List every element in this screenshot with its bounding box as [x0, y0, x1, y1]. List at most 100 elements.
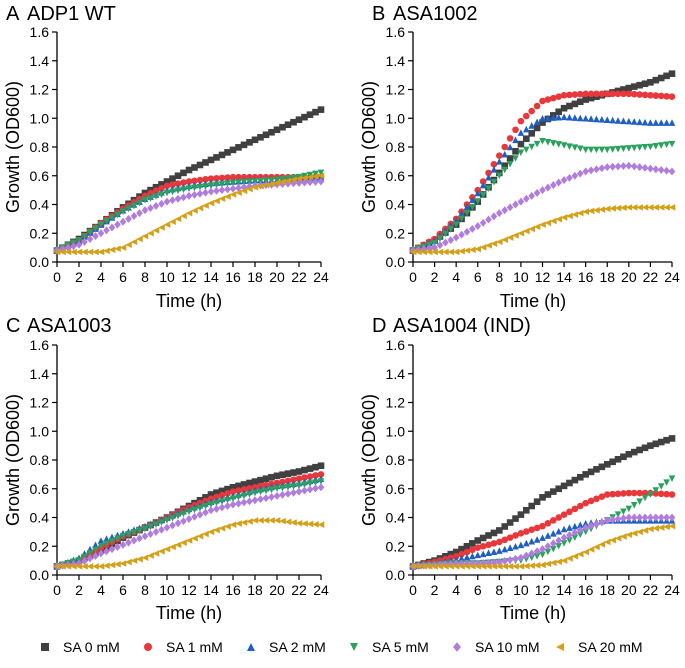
panel-d-point [598, 463, 606, 471]
panel-d-point [625, 513, 633, 522]
panel-b-point [657, 74, 665, 82]
panel-b-point [587, 94, 595, 102]
legend-marker-sa-1-mm [144, 643, 152, 651]
panel-d-point [647, 513, 654, 522]
panel-d-point [533, 553, 541, 560]
panel-a-point [75, 248, 83, 256]
panel-c-point [202, 508, 209, 517]
panel-b-point [647, 79, 654, 86]
panel-d-point [636, 528, 643, 536]
panel-b-x-tick-label: 12 [535, 269, 551, 285]
panel-c-point [251, 517, 259, 524]
panel-b-point [614, 162, 622, 171]
panel-d-point [668, 513, 676, 522]
panel-d-point [657, 524, 665, 531]
panel-a-point [152, 183, 160, 191]
panel-b-point [620, 86, 627, 93]
panel-d-point [517, 541, 525, 549]
panel-b-point [420, 248, 428, 256]
panel-a-point [152, 187, 160, 195]
panel-d-y-tick-label: 1.4 [386, 366, 406, 382]
panel-a-point [191, 177, 198, 185]
panel-b-point [663, 93, 670, 100]
panel-d-point [636, 489, 643, 497]
panel-d-point [490, 529, 498, 537]
panel-b-point [425, 244, 433, 253]
panel-b-point [452, 221, 460, 228]
panel-d-point [571, 553, 579, 560]
panel-c-point [81, 563, 88, 570]
panel-b-point [560, 142, 568, 149]
panel-b-point [517, 117, 525, 125]
panel-d-point [593, 520, 600, 528]
panel-d-point [603, 461, 611, 468]
panel-a-point [75, 237, 83, 244]
panel-c-point [246, 497, 253, 506]
panel-b-point [490, 165, 498, 173]
panel-a-point [279, 180, 286, 188]
panel-b-point [582, 114, 589, 122]
legend-item-sa-1-mm: SA 1 mM [144, 639, 223, 655]
panel-b-point [647, 143, 654, 151]
panel-c-point [290, 483, 297, 490]
panel-b-y-label: Growth (OD600) [359, 81, 379, 213]
panel-b-point [447, 236, 455, 245]
panel-c-point [312, 521, 319, 528]
panel-d-point [657, 438, 665, 446]
panel-b-point [636, 91, 643, 98]
panel-c-point [301, 486, 308, 495]
panel-b-x-tick-label: 20 [621, 269, 637, 285]
panel-a-point [163, 197, 171, 206]
panel-c-x-tick-label: 24 [313, 582, 329, 598]
panel-d-point [555, 558, 562, 566]
panel-c-point [317, 483, 325, 492]
panel-c-point [174, 519, 182, 528]
panel-c-point [218, 524, 226, 532]
panel-d-point [517, 511, 525, 518]
panel-b-point [636, 81, 643, 89]
panel-b-point [544, 183, 552, 192]
panel-a-point [163, 178, 171, 185]
panel-c-point [119, 532, 127, 540]
panel-d-x-tick-label: 6 [474, 582, 482, 598]
panel-d-point [479, 534, 487, 542]
panel-b-point [539, 186, 546, 195]
panel-b-point [539, 119, 546, 126]
panel-b-point [625, 90, 633, 98]
panel-c-point [191, 535, 198, 542]
panel-b-point [452, 233, 460, 242]
panel-d-title: ASA1004 (IND) [393, 315, 531, 337]
panel-a-y-label: Growth (OD600) [3, 81, 23, 213]
panel-b-y-tick-label: 0.0 [386, 254, 406, 270]
panel-a-point [174, 215, 182, 223]
panel-b-point [512, 155, 519, 162]
panel-b-point [668, 140, 676, 148]
panel-b-point [549, 94, 557, 102]
panel-a-point [290, 179, 297, 188]
panel-c-point [108, 545, 116, 554]
panel-a-x-tick-label: 8 [141, 269, 149, 285]
panel-a-point [53, 248, 61, 256]
panel-a-point [262, 131, 270, 139]
panel-a-point [64, 248, 72, 256]
panel-d-point [496, 527, 503, 534]
panel-b-point [652, 204, 660, 211]
panel-c-point [114, 543, 121, 551]
panel-b-y-tick-label: 0.8 [386, 139, 406, 155]
panel-b-point [647, 91, 654, 99]
panel-b-point [630, 90, 638, 98]
panel-b-point [523, 112, 530, 120]
panel-d-point [668, 435, 676, 442]
panel-b-point [668, 167, 676, 176]
panel-c-point [191, 512, 198, 521]
panel-d-x-tick-label: 22 [643, 582, 659, 598]
panel-c-point [284, 484, 292, 491]
panel-b-point [652, 119, 660, 126]
panel-d-series-sa-20-mm [409, 522, 676, 570]
panel-d-point [582, 499, 589, 507]
panel-b-point [549, 114, 557, 121]
panel-b-point [485, 173, 492, 181]
panel-c-point [246, 491, 253, 498]
panel-d-point [544, 519, 552, 527]
